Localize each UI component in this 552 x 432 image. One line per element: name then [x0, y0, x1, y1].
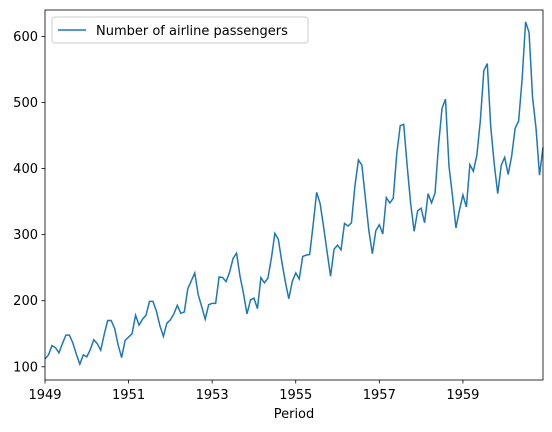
y-tick-label: 100: [13, 360, 38, 375]
plot-frame: [44, 9, 544, 381]
x-tick-label: 1949: [28, 388, 61, 403]
x-axis-label: Period: [274, 407, 315, 422]
legend: Number of airline passengers: [51, 16, 309, 44]
x-tick-label: 1953: [196, 388, 229, 403]
x-tick-label: 1951: [112, 388, 145, 403]
y-tick-label: 200: [13, 294, 38, 309]
y-tick-label: 600: [13, 30, 38, 45]
x-tick-label: 1959: [446, 388, 479, 403]
y-axis: 100 200 300 400 500 600: [13, 30, 45, 375]
x-tick-label: 1955: [279, 388, 312, 403]
plot-area: [45, 10, 543, 380]
legend-box: [51, 16, 309, 44]
y-tick-label: 400: [13, 162, 38, 177]
legend-label: Number of airline passengers: [96, 24, 288, 39]
series-line-airline-passengers: [44, 21, 544, 367]
y-tick-label: 300: [13, 228, 38, 243]
y-tick-label: 500: [13, 96, 38, 111]
x-axis: 1949 1951 1953 1955 1957 1959: [28, 380, 479, 403]
x-tick-label: 1957: [363, 388, 396, 403]
